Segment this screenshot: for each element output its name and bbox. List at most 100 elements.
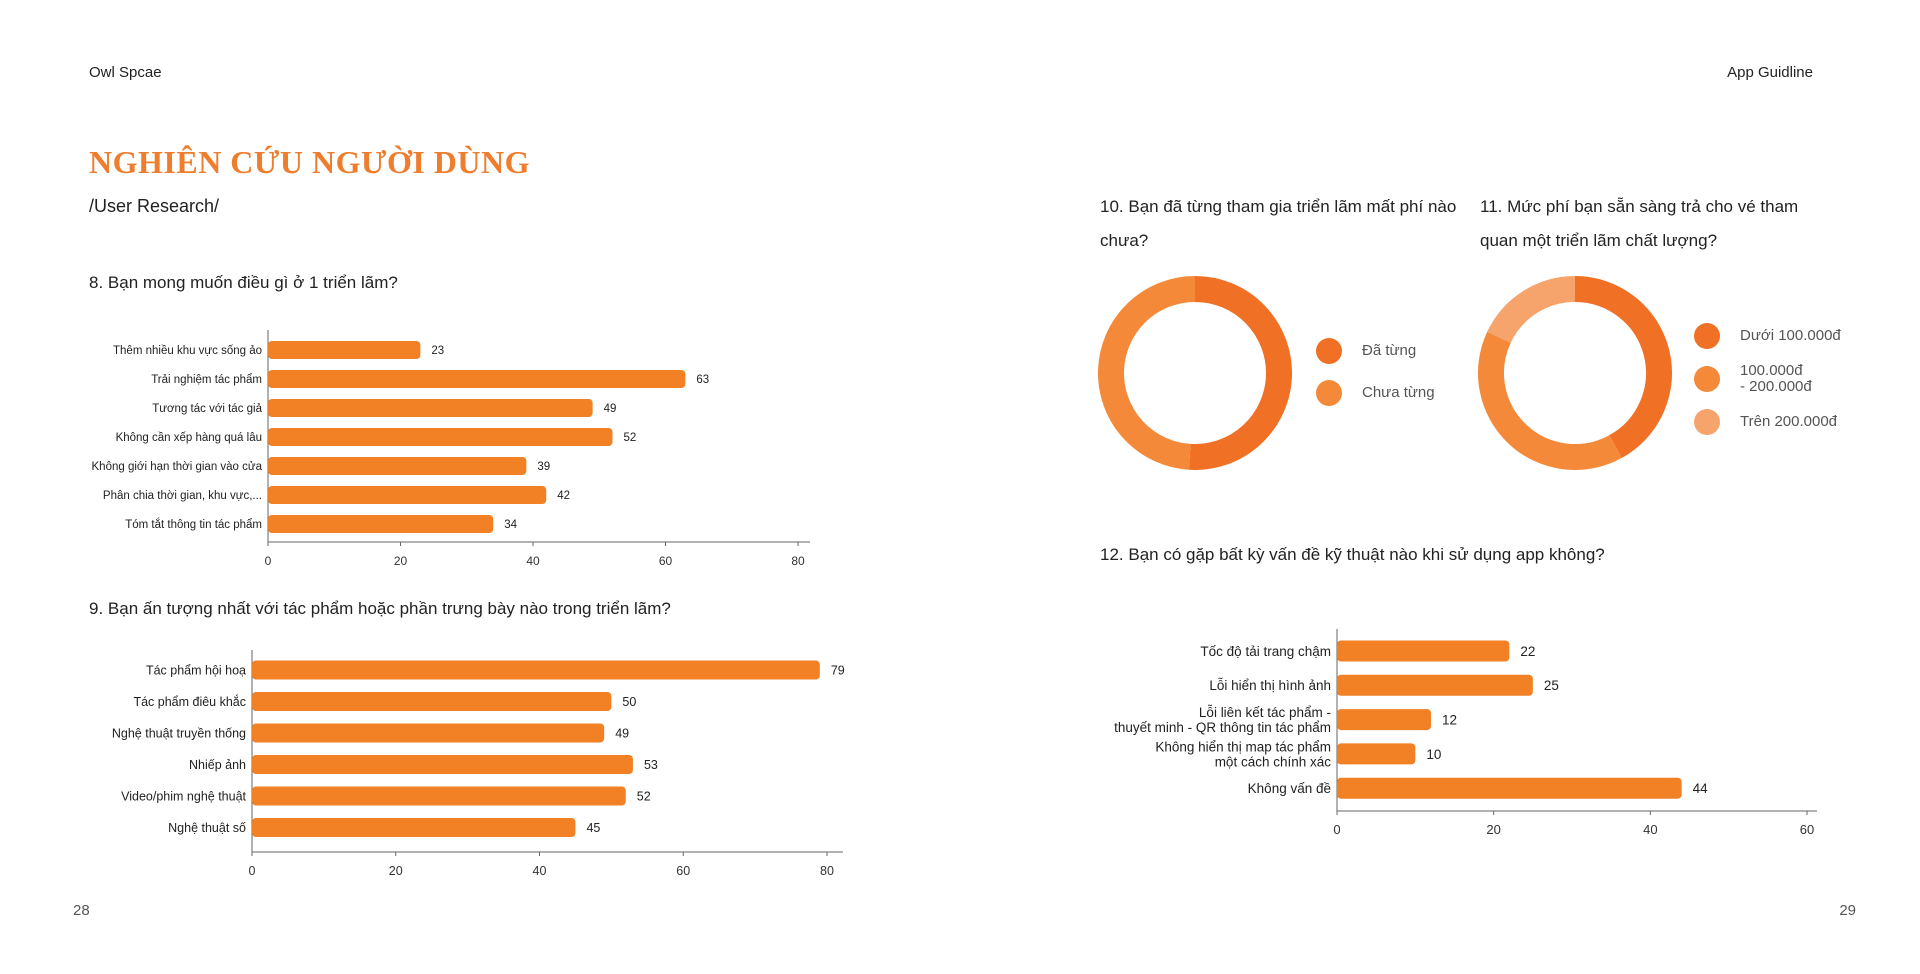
q10-legend-swatch (1316, 380, 1342, 406)
q9-x-tick-label: 20 (389, 864, 403, 878)
q12-data-label: 10 (1426, 747, 1441, 762)
q11-slice (1487, 276, 1576, 344)
page-subtitle: /User Research/ (89, 196, 220, 216)
q12-bar (1337, 674, 1533, 696)
q8-category-label: Phân chia thời gian, khu vực,... (103, 490, 262, 502)
q8-data-label: 23 (431, 345, 444, 357)
q9-data-label: 79 (831, 664, 845, 678)
q12-data-label: 25 (1544, 678, 1559, 693)
chart-q11-donut (1478, 276, 1672, 470)
q8-data-label: 63 (696, 374, 709, 386)
q9-data-label: 45 (586, 821, 600, 835)
q10-legend-item: Chưa từng (1316, 380, 1435, 406)
q8-bar (268, 428, 613, 446)
q9-data-label: 53 (644, 758, 658, 772)
q9-category-label: Nghệ thuật truyền thống (112, 727, 246, 741)
q8-bar (268, 457, 527, 475)
chart-q12-bar: 0 20 40 60 22 Tốc độ tải trang chậm 25 Lỗi hiển… (1114, 629, 1817, 837)
q11-slice (1574, 276, 1672, 458)
q11-legend-label: Trên 200.000đ (1740, 413, 1838, 430)
q8-category-label: Không cần xếp hàng quá lâu (116, 432, 262, 444)
q9-data-label: 50 (622, 695, 636, 709)
chart-q8-bar: 0 20 40 60 80 23 Thêm nhiều khu vực sống ảo 63 T… (92, 330, 810, 568)
q12-category-label: Lỗi hiển thị hình ảnh (1209, 678, 1331, 693)
q10-slice (1098, 276, 1196, 470)
q12-bar (1337, 777, 1682, 799)
page-title: NGHIÊN CỨU NGƯỜI DÙNG (89, 144, 531, 180)
q9-data-label: 49 (615, 727, 629, 741)
q8-data-label: 34 (504, 519, 517, 531)
q12-data-label: 22 (1520, 644, 1535, 659)
q8-bar (268, 486, 547, 504)
header-doc-title: App Guidline (1727, 64, 1813, 81)
q12-category-label: Không vấn đề (1248, 781, 1331, 796)
q8-category-label: Thêm nhiều khu vực sống ảo (113, 345, 262, 357)
q9-category-label: Tác phẩm điêu khắc (133, 694, 246, 709)
q8-category-label: Tóm tắt thông tin tác phẩm (125, 518, 262, 531)
q9-category-label: Nhiếp ảnh (189, 758, 246, 772)
question-11: 11. Mức phí bạn sẵn sàng trả cho vé tham… (1480, 197, 1799, 250)
q11-legend-item: Trên 200.000đ (1694, 409, 1837, 435)
q10-legend-item: Đã từng (1316, 338, 1416, 364)
q9-x-tick-label: 0 (249, 864, 256, 878)
question-10: 10. Bạn đã từng tham gia triển lãm mất p… (1100, 197, 1457, 250)
q8-x-tick-label: 20 (394, 554, 408, 568)
q11-legend-label: Dưới 100.000đ (1740, 327, 1841, 344)
q8-data-label: 39 (537, 461, 550, 473)
q9-category-label: Tác phẩm hội hoạ (146, 664, 246, 678)
q9-data-label: 52 (637, 790, 651, 804)
q8-x-tick-label: 80 (791, 554, 805, 568)
question-8: 8. Bạn mong muốn điều gì ở 1 triển lãm? (89, 273, 398, 292)
q12-data-label: 12 (1442, 712, 1457, 727)
q12-category-label: Lỗi liên kết tác phẩm -thuyết minh - QR … (1114, 705, 1331, 735)
q10-slice (1188, 276, 1292, 470)
q12-bar (1337, 709, 1431, 731)
q8-category-label: Không giới hạn thời gian vào cửa (92, 461, 263, 473)
q12-x-tick-label: 40 (1643, 822, 1657, 837)
q9-x-tick-label: 40 (533, 864, 547, 878)
q8-bar (268, 341, 421, 359)
q12-x-tick-label: 0 (1333, 822, 1340, 837)
q9-category-label: Nghệ thuật số (168, 821, 246, 835)
q8-category-label: Tương tác với tác giả (152, 403, 262, 415)
q10-legend-label: Chưa từng (1362, 384, 1435, 401)
q10-legend-label: Đã từng (1362, 342, 1417, 359)
page-number-right: 29 (1839, 902, 1856, 919)
question-12: 12. Bạn có gặp bất kỳ vấn đề kỹ thuật nà… (1100, 545, 1605, 564)
q11-legend-label: 100.000đ - 200.000đ (1740, 362, 1812, 395)
page-number-left: 28 (73, 902, 90, 919)
q8-x-tick-label: 0 (265, 554, 272, 568)
q8-data-label: 42 (557, 490, 570, 502)
q8-bar (268, 515, 494, 533)
q12-data-label: 44 (1693, 781, 1709, 796)
q9-category-label: Video/phim nghệ thuật (121, 790, 246, 804)
question-9: 9. Bạn ấn tượng nhất với tác phẩm hoặc p… (89, 599, 671, 618)
q9-bar (252, 660, 820, 680)
q12-category-label: Không hiển thị map tác phẩm một cách chín… (1155, 739, 1331, 769)
q11-legend-item: 100.000đ - 200.000đ (1694, 363, 1812, 395)
q9-x-tick-label: 60 (676, 864, 690, 878)
q12-x-tick-label: 20 (1486, 822, 1500, 837)
q11-legend-item: Dưới 100.000đ (1694, 323, 1841, 349)
q11-legend-swatch (1694, 323, 1720, 349)
q10-legend-swatch (1316, 338, 1342, 364)
q8-category-label: Trải nghiệm tác phẩm (151, 374, 262, 386)
chart-q9-bar: 0 20 40 60 80 79 Tác phẩm hội hoạ 50 Tác phẩm đi… (112, 650, 845, 878)
q11-slice (1478, 331, 1622, 470)
q12-bar (1337, 743, 1416, 765)
q9-x-tick-label: 80 (820, 864, 834, 878)
q12-category-label: Tốc độ tải trang chậm (1200, 644, 1331, 659)
q8-bar (268, 370, 686, 388)
q8-data-label: 52 (624, 432, 637, 444)
q9-bar (252, 755, 633, 774)
q8-bar (268, 399, 593, 417)
q12-x-tick-label: 60 (1800, 822, 1814, 837)
q8-x-tick-label: 40 (526, 554, 540, 568)
q9-bar (252, 818, 576, 837)
q8-x-tick-label: 60 (659, 554, 673, 568)
q9-bar (252, 692, 612, 711)
q12-bar (1337, 640, 1510, 662)
q9-bar (252, 723, 605, 743)
header-brand: Owl Spcae (89, 64, 162, 81)
q9-bar (252, 786, 626, 806)
